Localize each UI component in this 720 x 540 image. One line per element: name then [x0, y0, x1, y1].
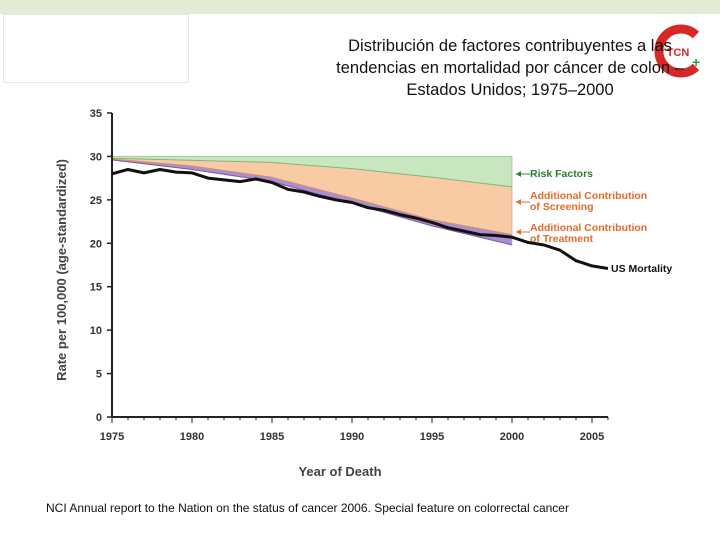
x-tick-label-1985: 1985 [260, 431, 284, 443]
risk-arrow-head [516, 171, 521, 177]
tcn-logo-icon: TCN + [654, 24, 700, 78]
label-treatment-line-0: Additional Contribution [530, 222, 647, 234]
x-tick-label-1975: 1975 [100, 431, 124, 443]
x-tick-label-2000: 2000 [500, 431, 524, 443]
risk-factors-area [112, 156, 512, 187]
x-axis-title: Year of Death [298, 464, 381, 479]
y-tick-label-20: 20 [90, 238, 102, 250]
screening-area [112, 158, 512, 235]
y-tick-label-15: 15 [90, 282, 102, 294]
x-tick-label-1995: 1995 [420, 431, 444, 443]
label-screening-line-0: Additional Contribution [530, 190, 647, 202]
x-tick-label-2005: 2005 [580, 431, 604, 443]
x-tick-label-1990: 1990 [340, 431, 364, 443]
y-tick-label-35: 35 [90, 108, 102, 120]
mortality-chart: 0 5 10 15 20 25 30 35 1975 1980 1985 1990 1995 2000 20… [54, 108, 672, 479]
treatment-arrow-head [516, 229, 521, 235]
x-tick-label-1980: 1980 [180, 431, 204, 443]
label-treatment-line-1: of Treatment [530, 233, 594, 245]
logo-placeholder-box [3, 14, 189, 83]
top-accent-bar [0, 0, 720, 14]
slide-title: Distribución de factores contribuyentes … [336, 37, 684, 99]
us-mortality-line [111, 168, 609, 270]
y-tick-label-10: 10 [90, 325, 102, 337]
label-risk-factors-line-0: Risk Factors [530, 168, 593, 180]
y-tick-label-5: 5 [96, 369, 102, 381]
logo-c-arc [654, 24, 700, 78]
logo-letters: TCN [667, 47, 690, 59]
y-tick-label-0: 0 [96, 412, 102, 424]
label-screening-line-1: of Screening [530, 201, 594, 213]
label-us-mortality-line-0: US Mortality [611, 263, 672, 275]
y-axis-title: Rate per 100,000 (age-standardized) [54, 159, 69, 381]
screening-edge [111, 158, 513, 236]
source-footnote: NCI Annual report to the Nation on the s… [46, 501, 569, 515]
logo-plus: + [692, 54, 700, 70]
risk-factors-edge [111, 157, 513, 188]
screening-arrow-head [516, 199, 521, 205]
treatment-edge [111, 159, 513, 246]
y-tick-label-25: 25 [90, 195, 102, 207]
y-tick-label-30: 30 [90, 151, 102, 163]
